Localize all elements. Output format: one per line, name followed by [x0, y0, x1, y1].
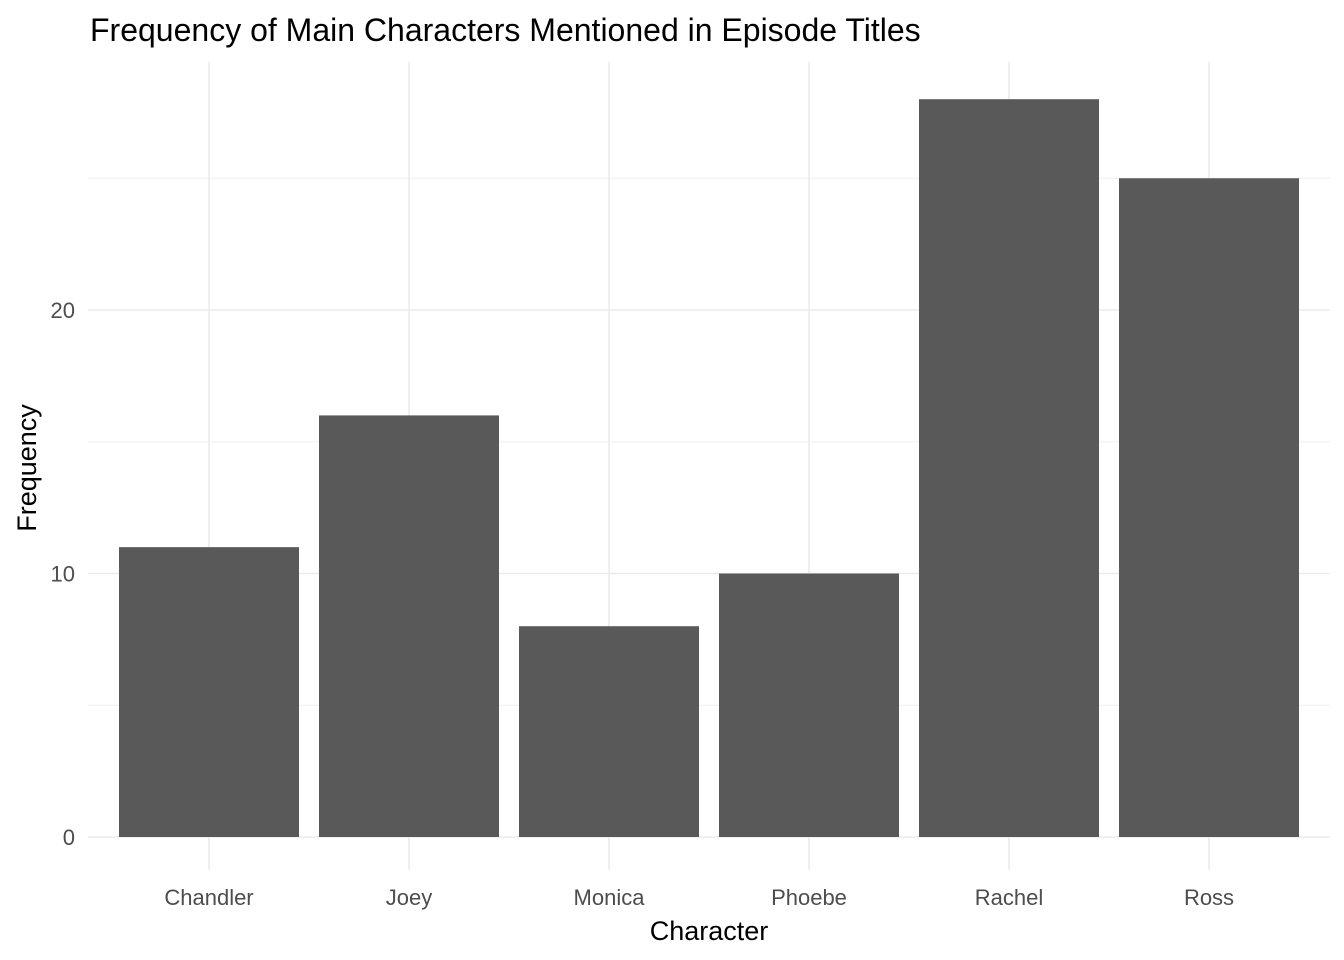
x-tick-label: Joey — [386, 885, 432, 910]
y-axis-title: Frequency — [12, 404, 42, 532]
x-tick-label: Rachel — [975, 885, 1043, 910]
bar-ross — [1119, 178, 1299, 837]
x-axis-title: Character — [650, 916, 769, 946]
bar-chandler — [119, 547, 299, 837]
x-axis-tick-labels: Chandler Joey Monica Phoebe Rachel Ross — [164, 885, 1234, 910]
bar-phoebe — [719, 573, 899, 837]
x-tick-label: Ross — [1184, 885, 1234, 910]
chart-title: Frequency of Main Characters Mentioned i… — [90, 12, 921, 48]
bar-joey — [319, 415, 499, 837]
x-tick-label: Monica — [574, 885, 646, 910]
bar-monica — [519, 626, 699, 837]
bar-rachel — [919, 99, 1099, 837]
x-tick-label: Chandler — [164, 885, 253, 910]
y-tick-label: 20 — [51, 298, 75, 323]
y-axis-tick-labels: 0 10 20 — [51, 298, 75, 850]
bars — [119, 99, 1299, 837]
y-tick-label: 0 — [63, 825, 75, 850]
x-tick-label: Phoebe — [771, 885, 847, 910]
y-tick-label: 10 — [51, 562, 75, 587]
